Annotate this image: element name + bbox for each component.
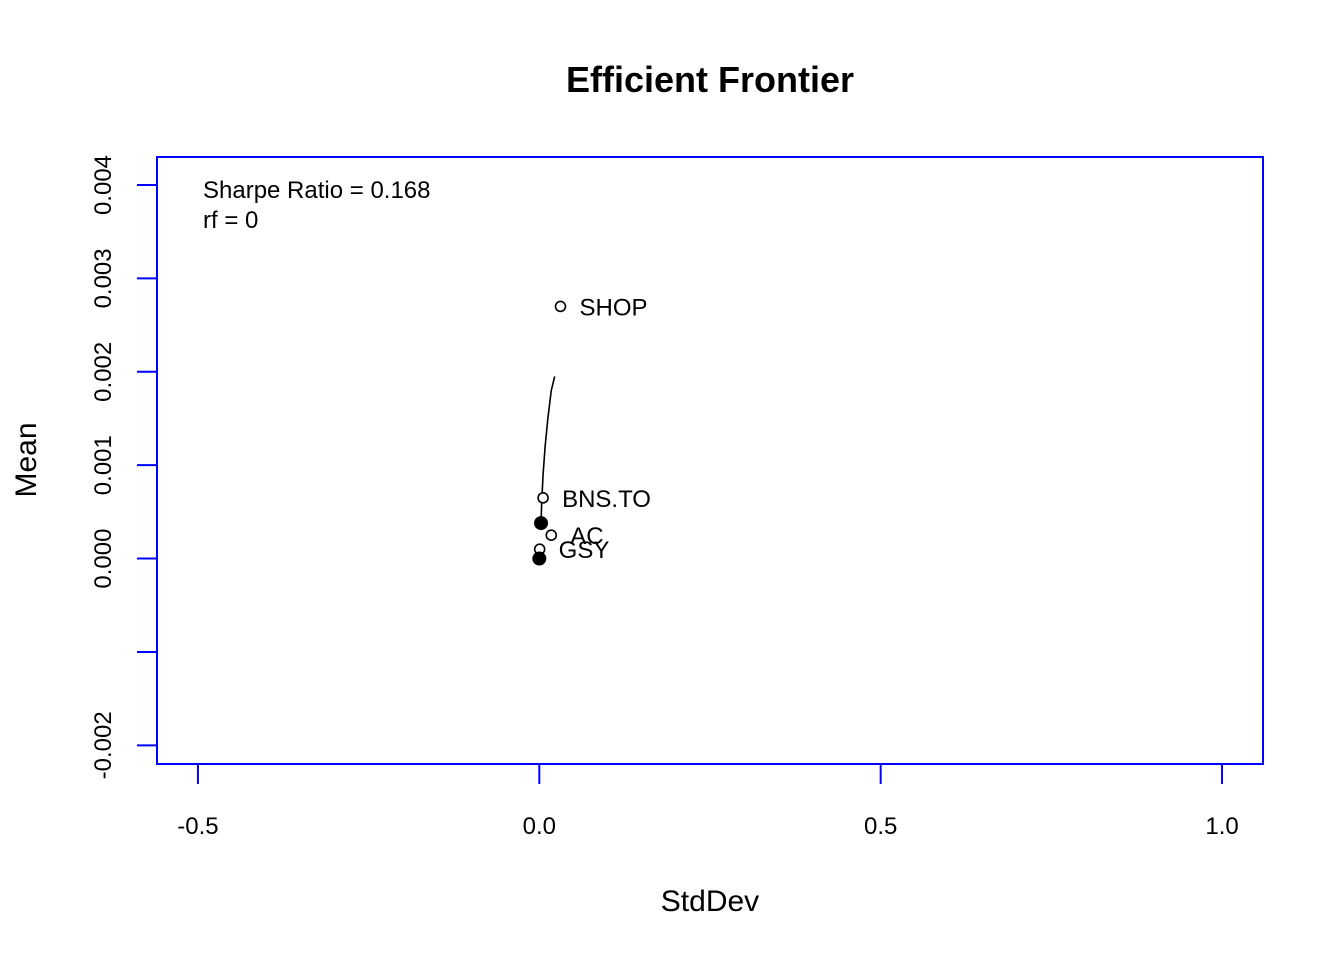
x-tick-label: -0.5 (177, 813, 218, 840)
rf-annotation: rf = 0 (203, 207, 258, 234)
asset-label: AC (570, 523, 603, 550)
plot-frame (156, 156, 1264, 765)
y-axis-label: Mean (10, 422, 43, 497)
chart-title: Efficient Frontier (566, 59, 854, 100)
sharpe-ratio-annotation: Sharpe Ratio = 0.168 (203, 177, 431, 204)
asset-point (554, 300, 567, 313)
y-tick-label: 0.004 (90, 155, 117, 215)
portfolio-point (532, 551, 547, 566)
x-tick-label: 0.0 (523, 813, 556, 840)
portfolio-point (534, 516, 549, 531)
y-tick-label: 0.000 (90, 529, 117, 589)
x-axis-label: StdDev (661, 885, 759, 918)
y-tick-label: 0.002 (90, 342, 117, 402)
x-tick-label: 1.0 (1205, 813, 1238, 840)
asset-point (537, 492, 549, 504)
x-tick-label: 0.5 (864, 813, 897, 840)
asset-label: BNS.TO (562, 486, 651, 513)
y-tick-label: 0.003 (90, 248, 117, 308)
y-axis: -0.002 0.000 0.001 0.002 0.003 0.004 (90, 155, 157, 779)
x-axis: -0.5 0.0 0.5 1.0 (177, 764, 1239, 840)
y-tick-label: 0.001 (90, 435, 117, 495)
asset-label: GSY (559, 537, 610, 564)
asset-label: SHOP (579, 294, 647, 321)
asset-point (545, 529, 558, 542)
y-tick-label: -0.002 (90, 711, 117, 779)
